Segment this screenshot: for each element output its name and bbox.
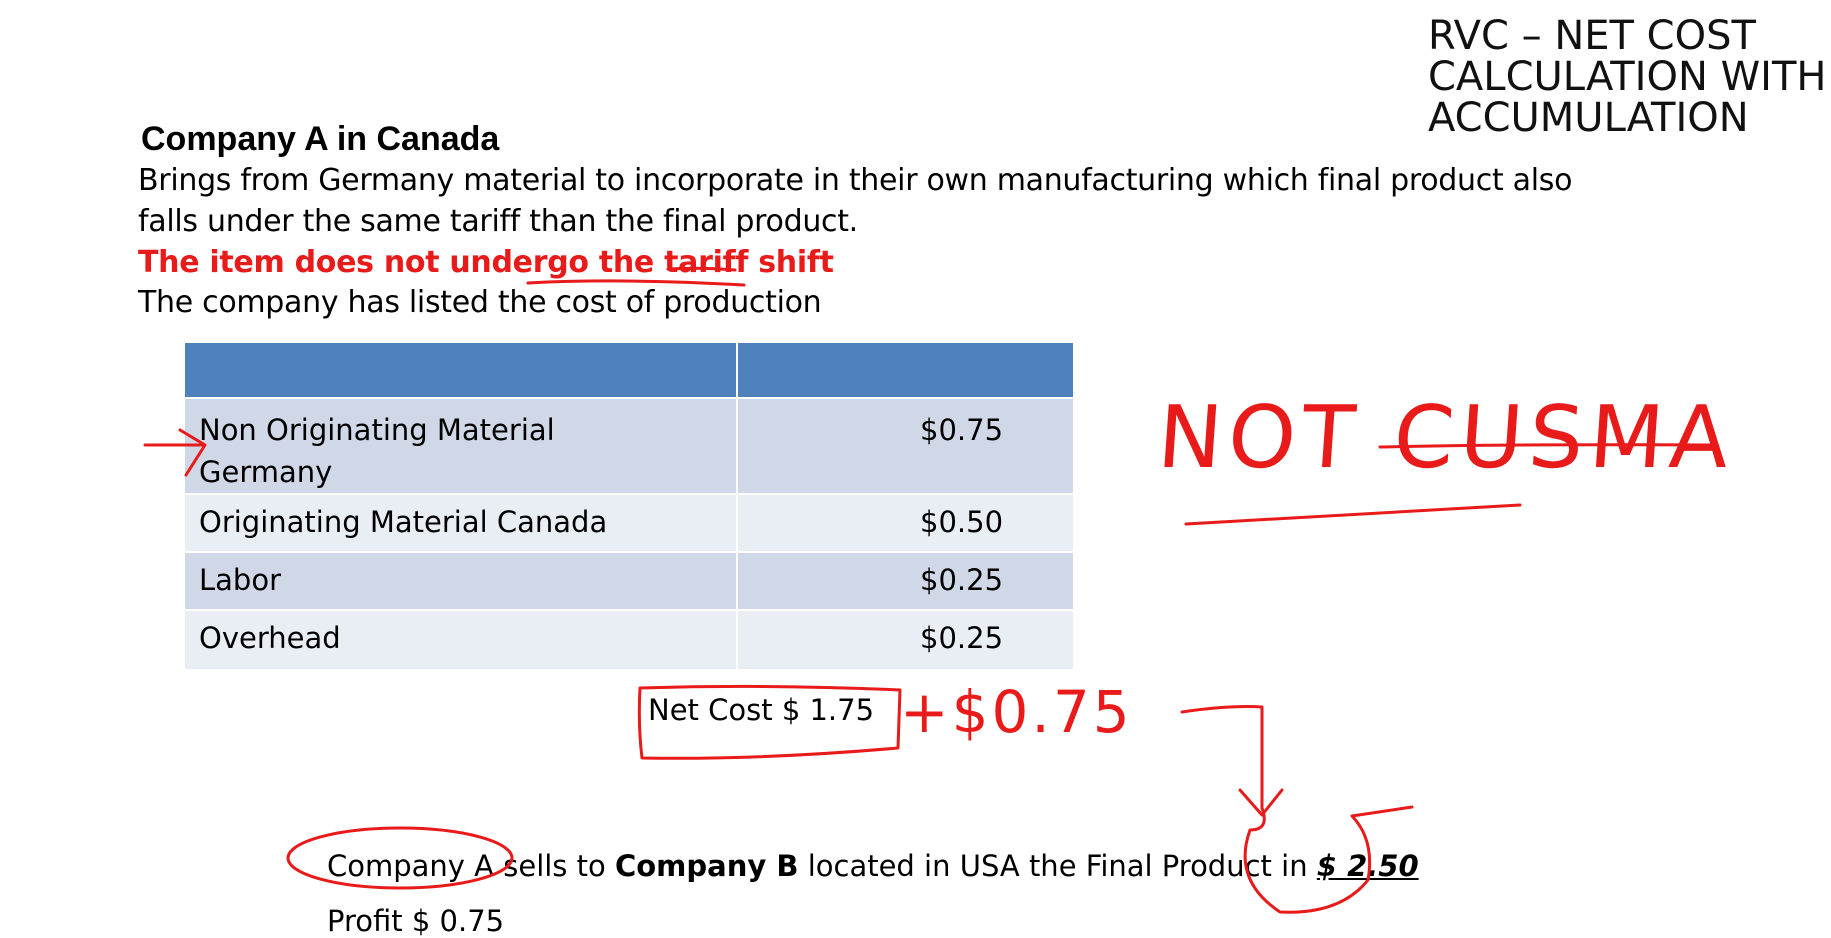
description-line-4: The company has listed the cost of produ…: [138, 285, 822, 320]
sale-statement: Company A sells to Company B located in …: [327, 849, 1419, 883]
title-line-3: ACCUMULATION: [1428, 95, 1749, 141]
connector-line: [1180, 705, 1264, 810]
row-label: Overhead: [183, 609, 738, 671]
description-line-1: Brings from Germany material to incorpor…: [138, 163, 1573, 198]
row-value: $0.50: [736, 493, 1075, 553]
table-row: Overhead $0.25: [183, 609, 1075, 671]
row-value: $0.25: [736, 609, 1075, 671]
table-row: Labor $0.25: [183, 551, 1075, 611]
profit-label: Profit $ 0.75: [327, 904, 505, 938]
sale-price: $ 2.50: [1316, 849, 1419, 883]
title-line-2: CALCULATION WITH: [1428, 54, 1827, 100]
not-cusma-underline: [1184, 503, 1522, 526]
table-row: Originating Material Canada $0.50: [183, 493, 1075, 553]
title-line-1: RVC – NET COST: [1428, 13, 1756, 59]
section-heading: Company A in Canada: [141, 120, 500, 158]
row-label: Originating Material Canada: [183, 493, 738, 553]
table-header-cell: [736, 341, 1075, 399]
table-header-cell: [183, 341, 738, 399]
cost-table: Non Originating Material Germany $0.75 O…: [183, 341, 1075, 671]
description-line-2: falls under the same tariff than the fin…: [138, 204, 858, 239]
sale-text-2: located in USA the Final Product in: [798, 849, 1317, 883]
net-cost-label: Net Cost $ 1.75: [648, 693, 875, 727]
connector-arrowhead: [1238, 788, 1284, 817]
plus-cost-annotation: +$0.75: [900, 678, 1133, 746]
buyer-company: Company B: [614, 849, 799, 883]
row-label: Non Originating Material Germany: [183, 397, 738, 495]
not-cusma-annotation: NOT CUSMA: [1154, 388, 1739, 488]
row-label: Labor: [183, 551, 738, 611]
row-value: $0.75: [736, 397, 1075, 495]
tariff-shift-warning: The item does not undergo the tariff shi…: [138, 245, 834, 280]
table-row: Non Originating Material Germany $0.75: [183, 397, 1075, 495]
row-value: $0.25: [736, 551, 1075, 611]
slide-title: RVC – NET COST CALCULATION WITH ACCUMULA…: [1428, 16, 1828, 139]
sale-text-1: Company A sells to: [327, 849, 615, 883]
table-header-row: [183, 341, 1075, 399]
